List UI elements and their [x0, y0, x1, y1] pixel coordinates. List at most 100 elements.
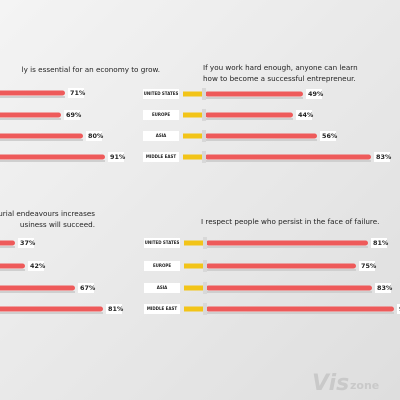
value-tag	[64, 110, 80, 120]
bar-shadow	[0, 96, 65, 98]
category-tag	[144, 304, 180, 314]
clip	[202, 151, 206, 163]
value-label: 71%	[70, 89, 86, 97]
value-tag	[108, 152, 124, 162]
value-label: 83%	[377, 284, 393, 292]
bar-shadow	[205, 160, 371, 162]
value-tag	[296, 110, 312, 120]
bar	[0, 240, 15, 246]
value-tag	[374, 152, 390, 162]
value-tag	[18, 238, 34, 248]
bar-shadow	[205, 97, 303, 99]
bar-shadow	[0, 312, 103, 314]
clip	[202, 130, 206, 142]
category-tag	[144, 261, 180, 271]
category-label: ASIA	[157, 285, 168, 290]
value-label: 91%	[110, 153, 126, 161]
value-label: 56%	[322, 132, 338, 140]
value-tag	[397, 304, 400, 314]
chart-title: ly is essential for an economy to grow.	[22, 65, 160, 74]
bar-base	[183, 133, 205, 139]
value-tag	[86, 131, 102, 141]
bar-shadow	[206, 291, 372, 293]
chart-title: neurial endeavours increases	[0, 209, 95, 218]
bar-shadow	[0, 118, 61, 120]
bar-shadow	[0, 246, 15, 248]
category-tag	[143, 152, 179, 162]
category-tag	[143, 110, 179, 120]
bar	[206, 263, 356, 269]
value-label: 44%	[298, 111, 314, 119]
watermark: zone	[350, 379, 379, 392]
bar-base	[184, 306, 206, 312]
category-label: MIDDLE EAST	[147, 306, 177, 311]
value-label: 69%	[66, 111, 82, 119]
value-tag	[106, 304, 122, 314]
watermark: Vis	[312, 371, 349, 396]
bar	[0, 285, 75, 291]
bar-shadow	[205, 139, 317, 141]
clip	[203, 237, 207, 249]
bar-shadow	[206, 246, 368, 248]
bar	[206, 240, 368, 246]
value-label: 67%	[80, 284, 96, 292]
value-label: 81%	[373, 239, 389, 247]
value-label: 80%	[88, 132, 104, 140]
clip	[203, 260, 207, 272]
bar-base	[184, 263, 206, 269]
clip	[202, 109, 206, 121]
value-tag	[371, 238, 387, 248]
bar	[206, 306, 394, 312]
category-label: EUROPE	[152, 112, 170, 117]
bar	[0, 133, 83, 139]
bar-shadow	[206, 312, 394, 314]
chart-title: If you work hard enough, anyone can lear…	[203, 63, 358, 72]
bar-base	[183, 91, 205, 97]
value-label: 83%	[376, 153, 392, 161]
bar	[0, 154, 105, 160]
bar-base	[184, 285, 206, 291]
value-tag	[359, 261, 375, 271]
bar-shadow	[0, 160, 105, 162]
bar-shadow	[0, 291, 75, 293]
bar	[205, 91, 303, 97]
chart-title: how to become a successful entrepreneur.	[203, 74, 356, 83]
bar	[205, 112, 293, 118]
value-tag	[320, 131, 336, 141]
category-tag	[143, 89, 179, 99]
value-label: 75%	[361, 262, 377, 270]
value-tag	[78, 283, 94, 293]
category-label: EUROPE	[153, 263, 171, 268]
chart-title: usiness will succeed.	[20, 220, 95, 229]
bar-base	[183, 112, 205, 118]
category-label: ASIA	[156, 133, 167, 138]
bar-base	[183, 154, 205, 160]
value-tag	[28, 261, 44, 271]
category-label: UNITED STATES	[145, 240, 180, 245]
bar	[0, 263, 25, 269]
bar-shadow	[0, 139, 83, 141]
category-label: UNITED STATES	[144, 91, 179, 96]
bar	[205, 133, 317, 139]
category-tag	[144, 283, 180, 293]
bar-shadow	[206, 269, 356, 271]
clip	[203, 303, 207, 315]
value-tag	[306, 89, 322, 99]
bar	[205, 154, 371, 160]
bar	[0, 306, 103, 312]
value-label: 49%	[308, 90, 324, 98]
clip	[203, 282, 207, 294]
chart-title: I respect people who persist in the face…	[201, 217, 379, 226]
clip	[202, 88, 206, 100]
bar	[0, 112, 61, 118]
bar	[206, 285, 372, 291]
value-label: 81%	[108, 305, 124, 313]
category-tag	[143, 131, 179, 141]
bar-base	[184, 240, 206, 246]
value-tag	[375, 283, 391, 293]
bar-shadow	[205, 118, 293, 120]
bar-shadow	[0, 269, 25, 271]
value-label: 37%	[20, 239, 36, 247]
